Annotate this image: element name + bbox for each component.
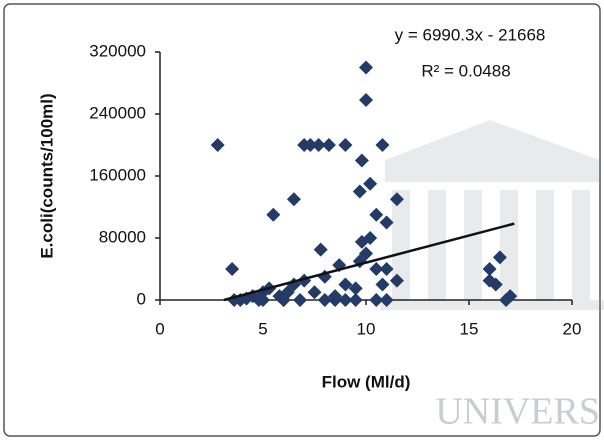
data-point bbox=[311, 138, 326, 152]
data-point bbox=[389, 273, 404, 288]
x-tick-label: 5 bbox=[258, 319, 267, 338]
x-axis-label: Flow (Ml/d) bbox=[322, 372, 411, 391]
watermark-text: UNIVERS bbox=[435, 391, 600, 433]
y-tick-label: 80000 bbox=[99, 227, 146, 246]
data-point bbox=[338, 138, 353, 152]
data-point bbox=[379, 262, 394, 276]
data-point bbox=[359, 60, 373, 75]
x-tick-label: 0 bbox=[155, 319, 164, 338]
watermark-building bbox=[380, 120, 604, 310]
data-point bbox=[352, 184, 367, 199]
r-squared: R² = 0.0488 bbox=[421, 61, 510, 80]
data-point bbox=[375, 138, 390, 152]
data-point bbox=[369, 262, 384, 276]
data-point bbox=[313, 242, 328, 257]
data-point bbox=[492, 250, 507, 265]
data-point bbox=[338, 293, 353, 307]
trendline-equation: y = 6990.3x - 21668 bbox=[395, 25, 546, 44]
data-point bbox=[503, 289, 518, 304]
data-point bbox=[210, 138, 225, 152]
data-point bbox=[379, 215, 394, 230]
data-point bbox=[266, 207, 281, 222]
data-point bbox=[303, 138, 318, 152]
data-point bbox=[363, 176, 378, 191]
y-tick-label: 0 bbox=[137, 289, 146, 308]
x-tick-label: 20 bbox=[563, 319, 582, 338]
y-tick-label: 320000 bbox=[89, 41, 146, 60]
data-point bbox=[307, 285, 322, 300]
data-point bbox=[389, 192, 404, 207]
data-point bbox=[363, 231, 378, 245]
trendline bbox=[223, 222, 515, 302]
x-tick-label: 10 bbox=[357, 319, 376, 338]
chart-frame bbox=[3, 3, 601, 437]
data-point bbox=[328, 293, 343, 307]
data-point bbox=[348, 281, 363, 296]
data-point bbox=[256, 293, 270, 307]
data-point bbox=[369, 293, 384, 307]
data-point bbox=[499, 293, 514, 307]
data-point bbox=[488, 277, 503, 292]
data-point bbox=[359, 246, 373, 261]
data-point bbox=[293, 293, 308, 307]
data-point bbox=[375, 277, 390, 292]
data-point bbox=[317, 293, 332, 307]
data-point bbox=[321, 138, 336, 152]
data-point bbox=[359, 93, 373, 108]
data-point bbox=[225, 262, 240, 276]
data-point bbox=[482, 262, 497, 276]
data-point bbox=[369, 207, 384, 222]
data-point bbox=[379, 293, 394, 307]
data-point bbox=[348, 293, 363, 307]
y-tick-label: 160000 bbox=[89, 165, 146, 184]
data-point bbox=[276, 293, 291, 307]
y-tick-label: 240000 bbox=[89, 103, 146, 122]
data-point bbox=[354, 153, 369, 168]
x-tick-label: 15 bbox=[460, 319, 479, 338]
data-point bbox=[286, 192, 301, 207]
data-point bbox=[338, 277, 353, 292]
y-axis-label: E.coli(counts/100ml) bbox=[37, 93, 56, 258]
